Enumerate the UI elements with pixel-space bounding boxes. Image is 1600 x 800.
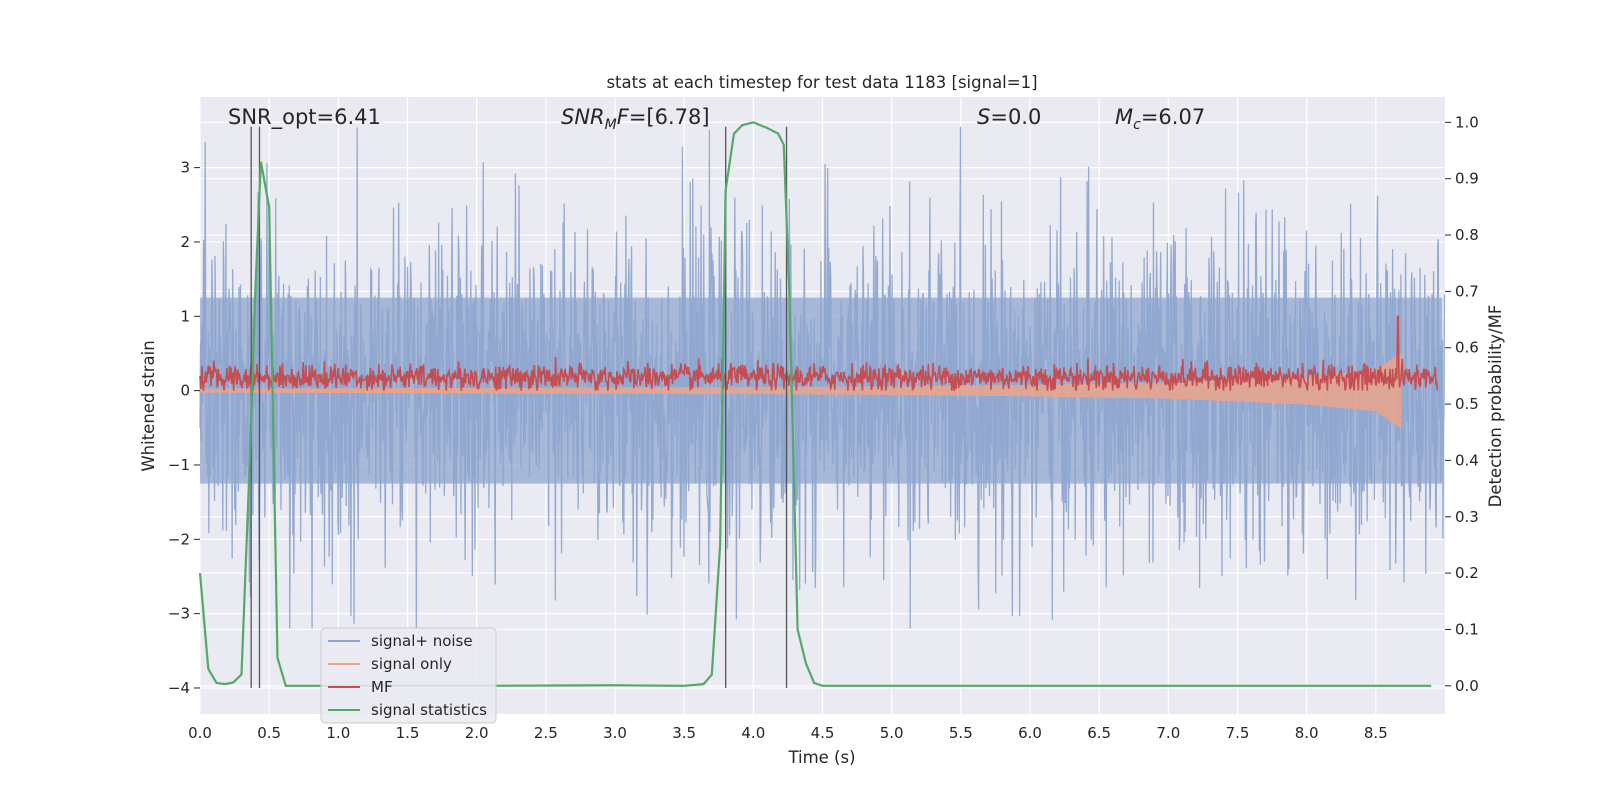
x-tick-label: 2.0 — [465, 724, 489, 742]
y2-tick-label: 0.6 — [1455, 339, 1479, 357]
legend-label-mf: MF — [371, 678, 393, 696]
y-tick-label: −2 — [168, 530, 190, 548]
series-mf — [199, 315, 1439, 392]
x-tick-label: 0.0 — [188, 724, 212, 742]
y2-tick-label: 0.1 — [1455, 620, 1479, 638]
legend-label-signal-only: signal only — [371, 655, 452, 673]
y2-tick-label: 0.8 — [1455, 226, 1479, 244]
y2-tick-label: 0.5 — [1455, 395, 1479, 413]
y2-axis-label: Detection probability/MF — [1486, 305, 1505, 508]
legend: signal+ noise signal only MF signal stat… — [320, 627, 497, 724]
legend-box — [320, 627, 497, 724]
y2-tick-label: 0.3 — [1455, 508, 1479, 526]
y2-tick-label: 0.2 — [1455, 564, 1479, 582]
axis-ticks: 0.0 0.5 1.0 1.5 2.0 2.5 3.0 3.5 4.0 4.5 5.0 5.5 6.0 6… — [168, 113, 1479, 742]
x-tick-label: 8.5 — [1364, 724, 1388, 742]
x-tick-label: 1.5 — [396, 724, 420, 742]
y-axis-label: Whitened strain — [139, 340, 158, 471]
legend-label-signal-statistics: signal statistics — [371, 701, 487, 719]
annotation-snr-opt: SNR_opt=6.41 — [228, 105, 381, 130]
x-tick-label: 8.0 — [1295, 724, 1319, 742]
annotation-snr-mf: SNRMF=[6.78] — [561, 105, 710, 133]
x-tick-label: 5.5 — [949, 724, 973, 742]
y2-tick-label: 0.7 — [1455, 282, 1479, 300]
x-tick-label: 4.5 — [811, 724, 835, 742]
annotation-s: S=0.0 — [977, 105, 1041, 129]
x-tick-label: 1.0 — [326, 724, 350, 742]
x-tick-label: 3.0 — [603, 724, 627, 742]
y-tick-label: 1 — [180, 307, 190, 325]
x-tick-label: 6.0 — [1018, 724, 1042, 742]
y2-tick-label: 0.4 — [1455, 451, 1479, 469]
x-tick-label: 4.0 — [741, 724, 765, 742]
x-axis-label: Time (s) — [787, 748, 855, 767]
x-tick-label: 0.5 — [257, 724, 281, 742]
annotation-mc: Mc=6.07 — [1115, 105, 1205, 133]
x-tick-label: 2.5 — [534, 724, 558, 742]
x-tick-label: 3.5 — [672, 724, 696, 742]
annotations: SNR_opt=6.41 SNRMF=[6.78] S=0.0 Mc=6.07 — [228, 105, 1205, 133]
y-tick-label: 3 — [180, 159, 190, 177]
signal-only-area — [199, 352, 1402, 429]
x-tick-label: 5.0 — [880, 724, 904, 742]
y2-tick-label: 0.0 — [1455, 677, 1479, 695]
y2-tick-label: 1.0 — [1455, 113, 1479, 131]
series-signal-statistics — [198, 121, 1432, 687]
signal-statistics-line — [198, 121, 1432, 687]
y-tick-label: 0 — [180, 382, 190, 400]
x-tick-label: 7.5 — [1226, 724, 1250, 742]
y-tick-label: −3 — [168, 605, 190, 623]
legend-label-signal-plus-noise: signal+ noise — [371, 632, 473, 650]
mf-line — [199, 315, 1439, 392]
y-tick-label: 2 — [180, 233, 190, 251]
y-tick-label: −1 — [168, 456, 190, 474]
chart-title: stats at each timestep for test data 118… — [606, 73, 1037, 92]
y-tick-label: −4 — [168, 679, 190, 697]
x-tick-label: 7.0 — [1156, 724, 1180, 742]
series-signal-only — [199, 352, 1402, 429]
x-tick-label: 6.5 — [1087, 724, 1111, 742]
y2-tick-label: 0.9 — [1455, 170, 1479, 188]
